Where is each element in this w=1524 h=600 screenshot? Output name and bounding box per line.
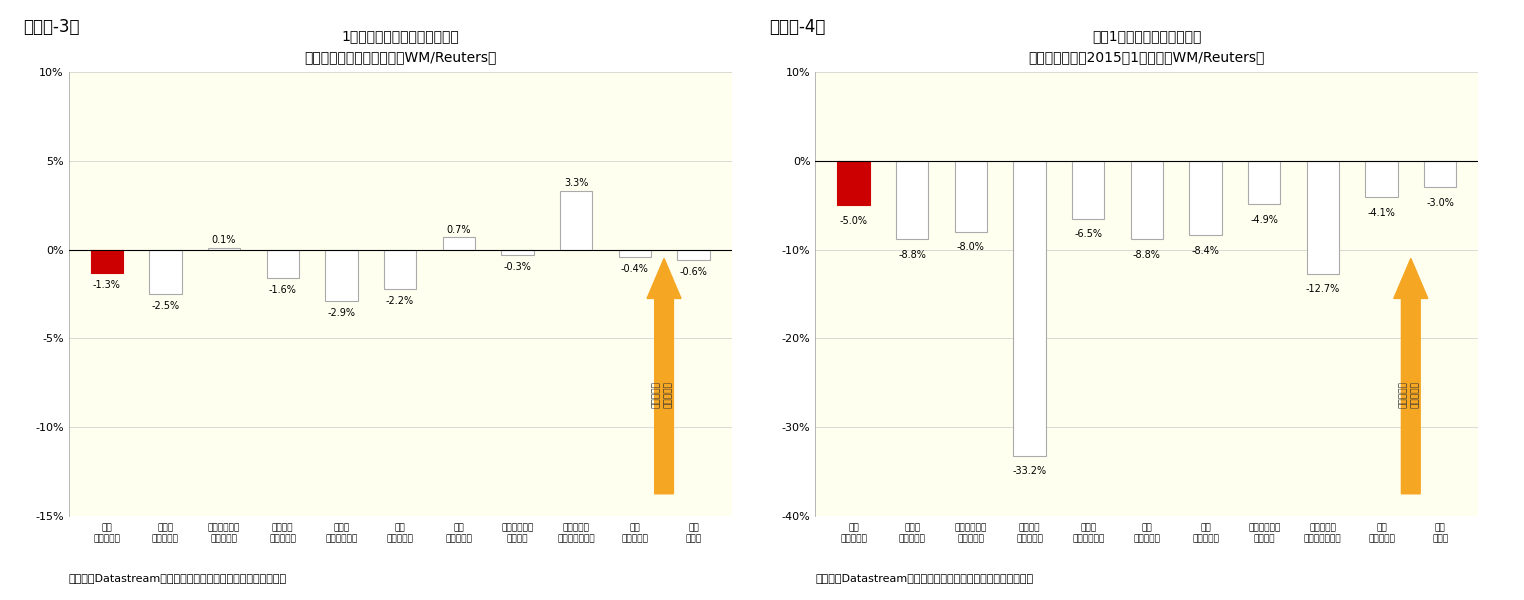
Text: -1.6%: -1.6%	[268, 285, 297, 295]
Text: -6.5%: -6.5%	[1074, 229, 1102, 239]
Bar	[1306, 161, 1340, 274]
Bar	[1131, 161, 1163, 239]
Bar	[1189, 161, 1222, 235]
Text: -8.8%: -8.8%	[898, 250, 927, 260]
Bar	[954, 161, 988, 232]
Bar	[207, 248, 241, 250]
Text: （ドル安）: （ドル安）	[1399, 382, 1408, 409]
Bar	[501, 250, 533, 255]
Bar	[267, 250, 299, 278]
Text: -8.0%: -8.0%	[957, 242, 985, 253]
Bar	[559, 191, 593, 250]
Text: -0.3%: -0.3%	[503, 262, 532, 272]
Text: -4.1%: -4.1%	[1367, 208, 1396, 218]
Text: （資料）Datastreamのデータを元にニッセイ基礎研究所で作成: （資料）Datastreamのデータを元にニッセイ基礎研究所で作成	[815, 573, 1033, 583]
FancyArrow shape	[1394, 259, 1428, 494]
Text: -12.7%: -12.7%	[1306, 284, 1340, 294]
Text: -0.4%: -0.4%	[620, 264, 649, 274]
Text: （図表-4）: （図表-4）	[770, 18, 826, 36]
FancyArrow shape	[648, 259, 681, 494]
Bar	[1071, 161, 1105, 218]
Text: -3.0%: -3.0%	[1426, 198, 1454, 208]
Bar	[1366, 161, 1398, 197]
Title: 過去1年の主要通貨の変化率
（対米国ドル、2015年1月末比、WM/Reuters）: 過去1年の主要通貨の変化率 （対米国ドル、2015年1月末比、WM/Reuter…	[1029, 29, 1265, 64]
Bar	[1248, 161, 1280, 205]
Text: -8.4%: -8.4%	[1192, 246, 1219, 256]
Text: （ドル安）: （ドル安）	[652, 382, 661, 409]
Title: 1月の主要新興国通貨の変化率
（対米国ドル、前月末比、WM/Reuters）: 1月の主要新興国通貨の変化率 （対米国ドル、前月末比、WM/Reuters）	[303, 29, 497, 64]
Text: （図表-3）: （図表-3）	[23, 18, 79, 36]
Bar	[442, 237, 475, 250]
Bar	[325, 250, 358, 301]
Text: -2.9%: -2.9%	[328, 308, 355, 318]
Text: -0.6%: -0.6%	[680, 268, 707, 277]
Text: -2.5%: -2.5%	[151, 301, 180, 311]
Text: -8.8%: -8.8%	[1132, 250, 1161, 260]
Bar	[619, 250, 651, 257]
Bar	[384, 250, 416, 289]
Bar	[149, 250, 181, 294]
Text: 3.3%: 3.3%	[564, 178, 588, 188]
Text: -1.3%: -1.3%	[93, 280, 120, 290]
Bar	[90, 250, 123, 272]
Text: -4.9%: -4.9%	[1250, 215, 1279, 225]
Bar	[1013, 161, 1045, 455]
Text: 0.7%: 0.7%	[447, 224, 471, 235]
Text: 0.1%: 0.1%	[212, 235, 236, 245]
Text: -5.0%: -5.0%	[840, 216, 867, 226]
Bar	[1423, 161, 1457, 187]
Bar	[677, 250, 710, 260]
Text: -2.2%: -2.2%	[386, 296, 415, 306]
Bar	[896, 161, 928, 239]
Text: 自国通貨高: 自国通貨高	[1411, 382, 1420, 409]
Text: -33.2%: -33.2%	[1012, 466, 1047, 476]
Text: 自国通貨高: 自国通貨高	[664, 382, 674, 409]
Text: （資料）Datastreamのデータを元にニッセイ基礎研究所で作成: （資料）Datastreamのデータを元にニッセイ基礎研究所で作成	[69, 573, 287, 583]
Bar	[837, 161, 870, 205]
